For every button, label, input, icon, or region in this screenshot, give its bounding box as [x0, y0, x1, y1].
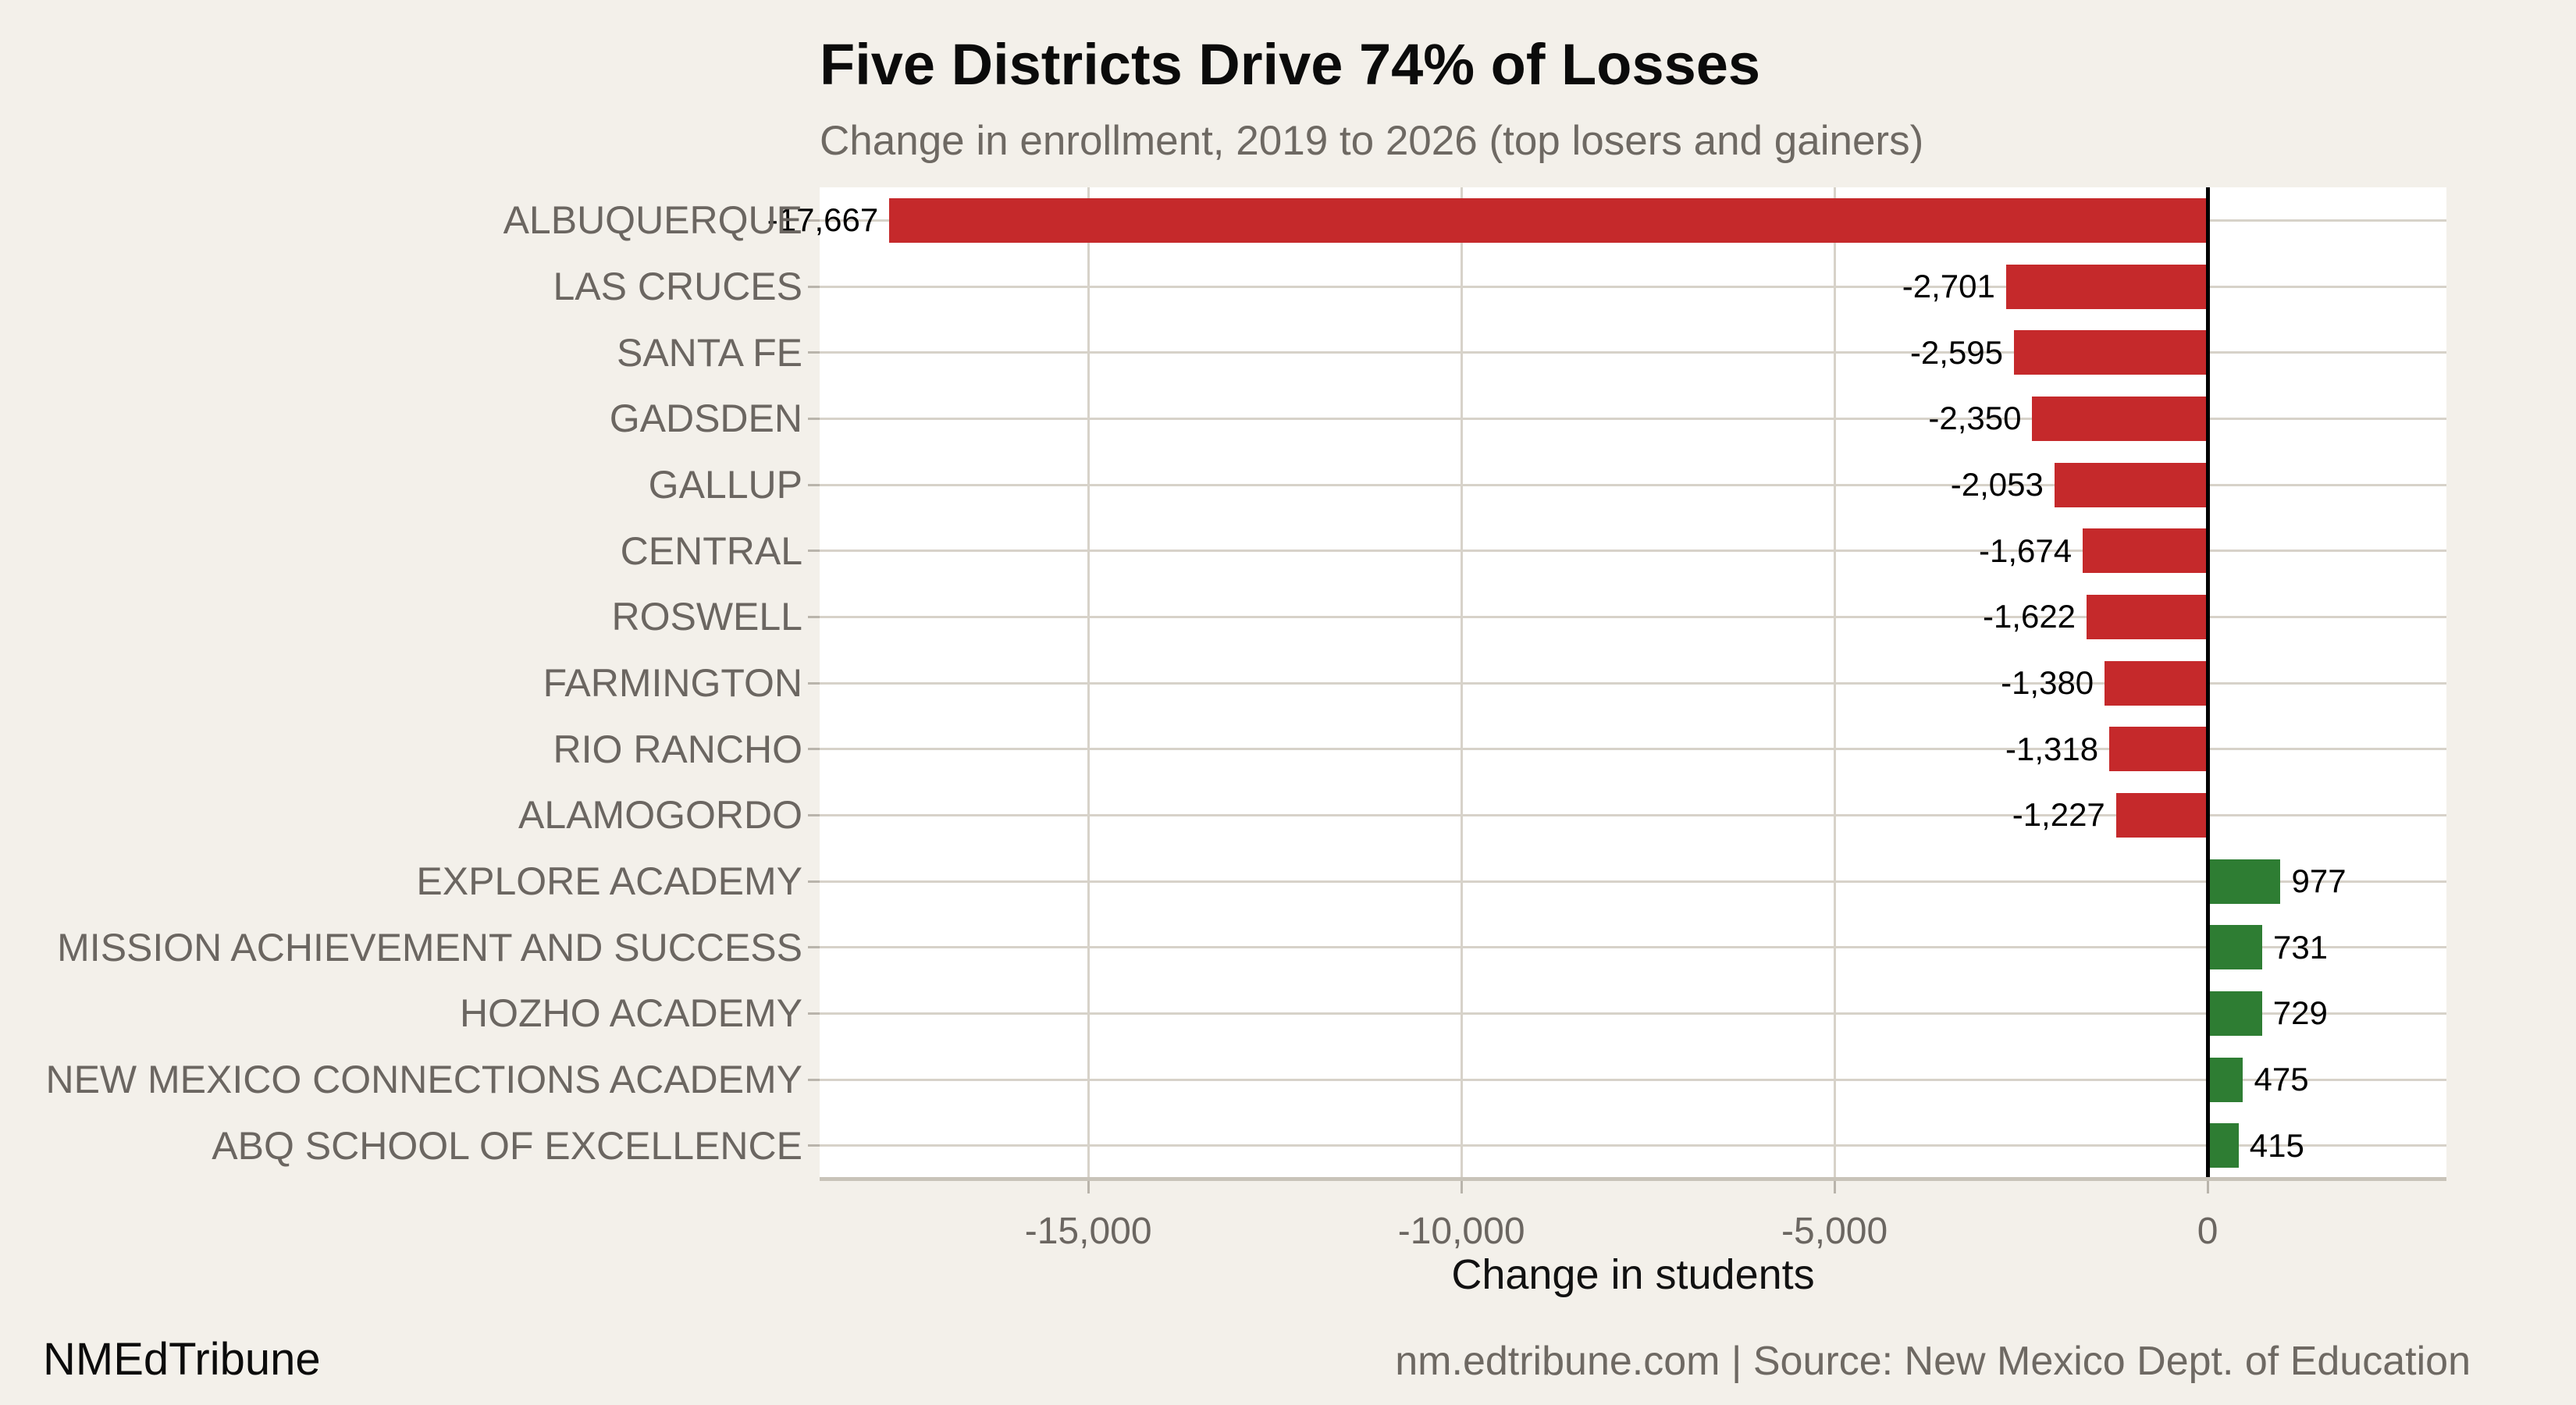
y-tick-mark [808, 550, 820, 553]
category-label: FARMINGTON [543, 661, 802, 705]
x-tick-label: 0 [2197, 1211, 2218, 1252]
bar [2087, 594, 2208, 639]
category-label: GADSDEN [609, 397, 802, 441]
y-tick-mark [808, 285, 820, 288]
gridline-v [1460, 187, 1463, 1179]
category-label: GALLUP [648, 463, 802, 507]
gridline-v [1087, 187, 1090, 1179]
bar-value-label: 415 [2249, 1126, 2304, 1164]
category-label: EXPLORE ACADEMY [416, 859, 802, 903]
bar-value-label: -1,622 [1982, 598, 2076, 635]
gridline-h [820, 681, 2446, 685]
bar [2014, 330, 2208, 375]
category-label: HOZHO ACADEMY [460, 991, 802, 1036]
gridline-h [820, 285, 2446, 288]
bar [2208, 991, 2262, 1036]
category-label: LAS CRUCES [553, 265, 802, 308]
x-tick-mark [1833, 1179, 1836, 1193]
gridline-h [820, 1078, 2446, 1081]
gridline-h [820, 1012, 2446, 1015]
x-axis-line [820, 1177, 2446, 1181]
gridline-h [820, 550, 2446, 553]
y-tick-mark [808, 351, 820, 354]
y-tick-mark [808, 483, 820, 486]
bar [2083, 528, 2208, 574]
x-tick-label: -15,000 [1024, 1211, 1152, 1252]
bar [2105, 660, 2208, 706]
bar [2115, 792, 2208, 838]
bar [2208, 1123, 2239, 1168]
y-tick-mark [808, 1078, 820, 1081]
gridline-h [820, 880, 2446, 883]
chart-subtitle: Change in enrollment, 2019 to 2026 (top … [820, 118, 1924, 164]
gridline-h [820, 351, 2446, 354]
footer-brand: NMEdTribune [43, 1334, 321, 1385]
bar [2208, 1057, 2243, 1102]
gridline-h [820, 748, 2446, 751]
bar [2208, 925, 2262, 970]
y-tick-mark [808, 880, 820, 883]
category-label: ABQ SCHOOL OF EXCELLENCE [212, 1123, 802, 1168]
chart-title: Five Districts Drive 74% of Losses [820, 32, 1761, 97]
category-label: ALAMOGORDO [518, 793, 802, 838]
footer-source: nm.edtribune.com | Source: New Mexico De… [1395, 1339, 2471, 1384]
bar-value-label: -1,318 [2005, 730, 2099, 767]
gridline-h [820, 417, 2446, 420]
bar [889, 197, 2208, 243]
bar [2054, 462, 2208, 507]
y-tick-mark [808, 813, 820, 816]
bar-value-label: 475 [2254, 1061, 2309, 1097]
x-tick-label: -5,000 [1781, 1211, 1888, 1252]
bar [2109, 727, 2208, 772]
y-tick-mark [808, 748, 820, 751]
gridline-h [820, 813, 2446, 816]
bar [2032, 396, 2208, 441]
bar-value-label: -17,667 [767, 201, 879, 239]
category-label: RIO RANCHO [553, 727, 802, 771]
gridline-h [820, 615, 2446, 618]
y-tick-mark [808, 615, 820, 618]
x-tick-mark [1087, 1179, 1090, 1193]
bar-value-label: 729 [2272, 994, 2328, 1032]
gridline-h [820, 946, 2446, 949]
bar [2208, 859, 2281, 904]
y-tick-mark [808, 219, 820, 222]
x-axis-title: Change in students [1451, 1251, 1815, 1298]
category-label: SANTA FE [616, 330, 802, 375]
category-label: NEW MEXICO CONNECTIONS ACADEMY [45, 1058, 802, 1101]
y-tick-mark [808, 417, 820, 420]
bar-value-label: -2,701 [1902, 268, 1995, 304]
bar-value-label: 977 [2291, 863, 2347, 899]
category-label: CENTRAL [620, 528, 802, 573]
x-tick-label: -10,000 [1397, 1211, 1525, 1252]
gridline-h [820, 483, 2446, 486]
bar-value-label: -2,053 [1950, 466, 2044, 503]
gridline-h [820, 1144, 2446, 1147]
category-label: MISSION ACHIEVEMENT AND SUCCESS [57, 925, 802, 969]
bar-value-label: -1,227 [2012, 796, 2105, 834]
x-tick-mark [2206, 1179, 2209, 1193]
gridline-v [1833, 187, 1836, 1179]
category-label: ALBUQUERQUE [503, 198, 802, 243]
y-tick-mark [808, 1144, 820, 1147]
category-label: ROSWELL [611, 595, 802, 639]
y-tick-mark [808, 681, 820, 685]
bar-value-label: -2,595 [1909, 333, 2004, 371]
bar-value-label: 731 [2272, 928, 2329, 966]
bar-value-label: -2,350 [1928, 400, 2022, 437]
x-tick-mark [1460, 1179, 1463, 1193]
bar [2005, 264, 2208, 309]
zero-line [2205, 187, 2210, 1179]
bar-value-label: -1,380 [2001, 664, 2094, 701]
y-tick-mark [808, 1012, 820, 1015]
bar-value-label: -1,674 [1978, 532, 2073, 569]
y-tick-mark [808, 946, 820, 949]
